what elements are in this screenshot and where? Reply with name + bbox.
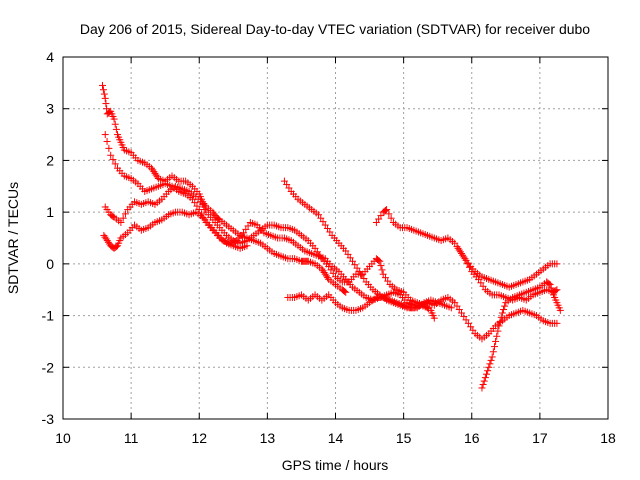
grid xyxy=(63,57,608,419)
data-point xyxy=(447,304,455,312)
data-point xyxy=(485,363,493,371)
data-point xyxy=(461,255,469,263)
data-point xyxy=(546,281,554,289)
data-point-interp xyxy=(198,210,206,218)
y-tick-label: -1 xyxy=(42,308,55,324)
data-point-interp xyxy=(465,263,473,271)
data-point xyxy=(478,384,486,392)
x-tick-label: 11 xyxy=(124,430,139,446)
x-tick-label: 12 xyxy=(191,430,207,446)
data-point-interp xyxy=(494,327,502,335)
data-point-interp xyxy=(486,360,494,368)
data-point-interp xyxy=(103,137,111,145)
data-point xyxy=(495,322,503,330)
data-point-interp xyxy=(100,90,108,98)
data-point-interp xyxy=(200,214,208,222)
data-point xyxy=(556,306,564,314)
y-tick-label: 0 xyxy=(46,256,54,272)
data-point-interp xyxy=(489,348,497,356)
data-point xyxy=(107,151,115,159)
x-tick-label: 15 xyxy=(396,430,412,446)
data-point-interp xyxy=(490,343,498,351)
x-tick-label: 18 xyxy=(600,430,616,446)
data-point xyxy=(110,115,118,123)
data-point xyxy=(498,309,506,317)
data-point xyxy=(492,337,500,345)
data-point-interp xyxy=(119,214,127,222)
data-point xyxy=(101,131,109,139)
data-point xyxy=(481,374,489,382)
data-point-interp xyxy=(497,313,505,321)
y-tick-label: 2 xyxy=(46,152,54,168)
y-tick-label: 1 xyxy=(46,204,54,220)
x-tick-label: 17 xyxy=(532,430,548,446)
data-point-interp xyxy=(378,266,386,274)
y-tick-label: 4 xyxy=(46,49,54,65)
data-point-interp xyxy=(487,356,495,364)
data-point-interp xyxy=(112,125,120,133)
chart-title: Day 206 of 2015, Sidereal Day-to-day VTE… xyxy=(80,21,590,37)
data-point xyxy=(99,81,107,89)
data-point xyxy=(243,242,251,250)
data-point xyxy=(553,319,561,327)
x-axis-label: GPS time / hours xyxy=(282,457,389,473)
data-point-interp xyxy=(552,287,560,295)
data-point-interp xyxy=(463,259,471,267)
data-point xyxy=(101,94,109,102)
y-tick-label: -3 xyxy=(42,411,55,427)
x-tick-label: 16 xyxy=(464,430,480,446)
data-point-interp xyxy=(103,105,111,113)
data-point-interp xyxy=(501,302,509,310)
data-point-interp xyxy=(111,120,119,128)
data-point-interp xyxy=(341,287,349,295)
data-point-interp xyxy=(105,144,113,152)
x-tick-label: 10 xyxy=(55,430,71,446)
y-tick-label: -2 xyxy=(42,359,55,375)
data-point-interp xyxy=(381,206,389,214)
data-point-interp xyxy=(479,381,487,389)
y-axis-label: SDTVAR / TECUs xyxy=(5,182,21,294)
data-points xyxy=(99,81,564,392)
data-point xyxy=(553,260,561,268)
data-point xyxy=(195,206,203,214)
data-point-interp xyxy=(484,367,492,375)
data-point-interp xyxy=(480,377,488,385)
data-point-interp xyxy=(496,318,504,326)
data-point-interp xyxy=(324,274,332,282)
data-point-interp xyxy=(111,160,119,168)
y-tick-label: 3 xyxy=(46,101,54,117)
data-point-interp xyxy=(121,210,129,218)
data-point-interp xyxy=(375,256,383,264)
data-point-interp xyxy=(99,86,107,94)
data-point xyxy=(553,286,561,294)
plot-frame xyxy=(62,56,609,420)
data-point xyxy=(117,218,125,226)
data-point-interp xyxy=(385,210,393,218)
data-point-interp xyxy=(500,306,508,314)
data-point xyxy=(383,206,391,214)
data-point xyxy=(430,314,438,322)
data-point-interp xyxy=(545,280,553,288)
data-point-interp xyxy=(387,214,395,222)
data-point xyxy=(342,288,350,296)
x-tick-label: 14 xyxy=(328,430,344,446)
data-point xyxy=(376,257,384,265)
data-point-interp xyxy=(109,156,117,164)
data-point-interp xyxy=(493,332,501,340)
data-point-interp xyxy=(377,262,385,270)
data-point xyxy=(488,353,496,361)
x-tick-label: 13 xyxy=(260,430,276,446)
data-point-interp xyxy=(102,100,110,108)
data-point-interp xyxy=(483,370,491,378)
